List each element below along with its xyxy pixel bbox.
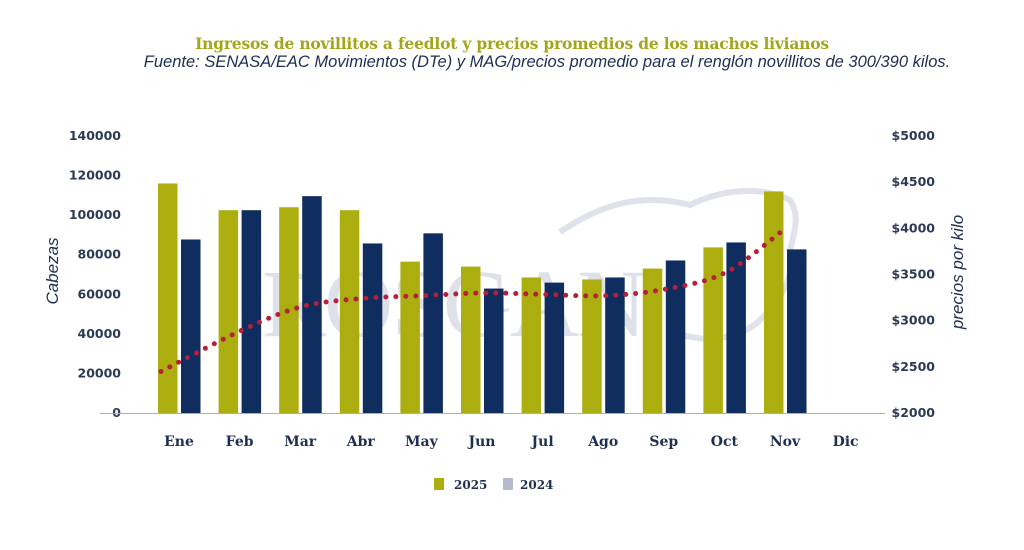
y-tick-label: 40000 (78, 326, 122, 341)
y2-tick-label: $4000 (892, 220, 936, 235)
bar-2024-oct (726, 242, 746, 413)
bar-2024-may (423, 233, 443, 413)
x-tick-label-dic: Dic (833, 434, 859, 450)
x-tick-label-jul: Jul (530, 434, 554, 450)
chart-title: Ingresos de novillitos a feedlot y preci… (195, 34, 829, 53)
y-tick-label: 140000 (69, 128, 121, 143)
bar-2024-feb (241, 210, 262, 413)
y2-tick-label: $2500 (892, 359, 936, 374)
x-tick-label-sep: Sep (649, 434, 678, 450)
legend-label-2024: 2024 (520, 478, 553, 492)
bar-2025-nov (764, 191, 784, 413)
x-tick-label-ene: Ene (164, 434, 194, 450)
y-tick-label: 120000 (69, 168, 121, 183)
bar-2025-ago (582, 279, 602, 413)
y2-tick-label: $3000 (892, 313, 936, 328)
bar-2024-jun (484, 288, 504, 413)
bar-2025-jul (521, 277, 542, 413)
bar-2024-jul (544, 282, 565, 413)
y2-tick-label: $2000 (892, 405, 936, 420)
bar-2025-ene (158, 183, 178, 413)
bar-2025-abr (339, 210, 360, 413)
y2-axis-title: precios por kilo (948, 215, 967, 330)
x-tick-label-abr: Abr (346, 434, 376, 450)
y-axis-title: Cabezas (43, 237, 62, 305)
y-tick-label: 80000 (78, 247, 122, 262)
x-tick-label-oct: Oct (711, 434, 739, 450)
x-tick-label-feb: Feb (226, 434, 254, 450)
watermark-bull-icon (558, 188, 799, 342)
y2-tick-label: $4500 (892, 174, 936, 189)
bar-2024-abr (362, 243, 383, 413)
bar-2024-nov (787, 249, 807, 413)
x-tick-label-jun: Jun (467, 434, 496, 450)
price-line-series (158, 228, 785, 374)
bar-2025-may (400, 261, 420, 413)
y2-tick-label: $3500 (892, 267, 936, 282)
bar-2024-sep (665, 260, 686, 413)
bar-2024-ene (181, 239, 201, 413)
y-tick-label: 20000 (78, 365, 122, 380)
legend-label-2025: 2025 (454, 478, 487, 492)
bar-2024-ago (605, 277, 625, 413)
bar-2025-feb (218, 210, 239, 413)
legend: 2025 2024 (434, 478, 553, 492)
x-tick-label-mar: Mar (284, 434, 317, 450)
y-tick-label: 0 (112, 405, 121, 420)
bar-2025-jun (461, 266, 481, 413)
bar-2024-mar (302, 196, 322, 413)
legend-swatch-2024 (503, 478, 513, 490)
y-tick-label: 60000 (78, 286, 122, 301)
chart-subtitle: Fuente: SENASA/EAC Movimientos (DTe) y M… (143, 53, 951, 71)
x-tick-label-may: May (405, 434, 439, 450)
x-tick-label-nov: Nov (770, 434, 801, 450)
legend-swatch-2025 (434, 478, 444, 490)
bar-2025-sep (642, 268, 663, 413)
y-tick-label: 100000 (69, 207, 121, 222)
bar-2025-oct (703, 247, 723, 413)
x-tick-label-ago: Ago (587, 434, 618, 450)
y2-tick-label: $5000 (892, 128, 936, 143)
